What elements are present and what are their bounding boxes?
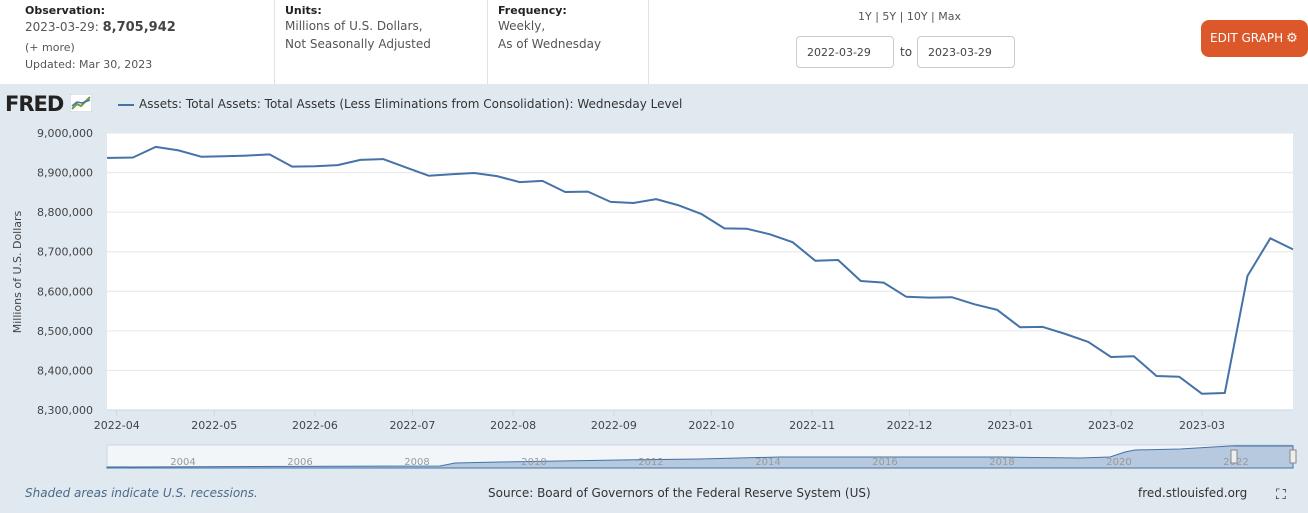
navigator-year-label: 2004 <box>170 457 195 468</box>
units-panel: Units: Millions of U.S. Dollars, Not Sea… <box>274 0 488 84</box>
range-5y[interactable]: 5Y <box>882 10 897 23</box>
x-tick-label: 2023-02 <box>1088 419 1134 432</box>
navigator-handle-right[interactable] <box>1289 449 1297 464</box>
x-tick-label: 2022-08 <box>490 419 536 432</box>
units-line2: Not Seasonally Adjusted <box>285 37 431 51</box>
navigator-year-label: 2018 <box>989 457 1014 468</box>
more-link[interactable]: (+ more) <box>25 41 75 54</box>
fullscreen-icon[interactable]: ⛶ <box>1276 487 1286 503</box>
y-tick-label: 9,000,000 <box>37 127 93 140</box>
source-text: Source: Board of Governors of the Federa… <box>488 486 871 500</box>
x-tick-label: 2022-04 <box>94 419 140 432</box>
navigator-year-label: 2008 <box>404 457 429 468</box>
y-tick-label: 8,500,000 <box>37 325 93 338</box>
navigator-year-label: 2006 <box>287 457 312 468</box>
plot-area <box>107 133 1293 410</box>
units-line1: Millions of U.S. Dollars, <box>285 19 423 33</box>
x-tick-label: 2022-12 <box>887 419 933 432</box>
observation-value: 8,705,942 <box>102 20 176 35</box>
recession-note: Shaded areas indicate U.S. recessions. <box>25 486 258 500</box>
navigator-year-label: 2016 <box>872 457 897 468</box>
x-tick-label: 2022-10 <box>688 419 734 432</box>
edit-graph-label: EDIT GRAPH <box>1210 31 1284 45</box>
y-tick-label: 8,700,000 <box>37 246 93 259</box>
frequency-label: Frequency: <box>498 4 567 17</box>
frequency-line1: Weekly, <box>498 19 546 33</box>
edit-graph-button[interactable]: EDIT GRAPH ⚙ <box>1201 20 1308 57</box>
x-tick-label: 2023-01 <box>987 419 1033 432</box>
start-date-input[interactable] <box>796 36 894 68</box>
frequency-panel: Frequency: Weekly, As of Wednesday <box>487 0 649 84</box>
observation-panel: Observation: 2023-03-29: 8,705,942 (+ mo… <box>0 0 275 84</box>
range-10y[interactable]: 10Y <box>906 10 928 23</box>
y-axis-label: Millions of U.S. Dollars <box>11 210 24 333</box>
to-label: to <box>900 45 913 59</box>
x-tick-label: 2022-09 <box>591 419 637 432</box>
range-max[interactable]: Max <box>938 10 962 23</box>
updated-text: Updated: Mar 30, 2023 <box>25 58 153 71</box>
observation-date: 2023-03-29: <box>25 20 99 34</box>
x-tick-label: 2022-05 <box>191 419 237 432</box>
navigator[interactable]: 2004200620082010201220142016201820202022 <box>106 444 1297 469</box>
observation-line: 2023-03-29: 8,705,942 <box>25 20 176 35</box>
x-tick-label: 2022-11 <box>789 419 835 432</box>
navigator-year-label: 2012 <box>638 457 663 468</box>
navigator-year-label: 2020 <box>1106 457 1131 468</box>
observation-label: Observation: <box>25 4 106 17</box>
x-tick-label: 2023-03 <box>1179 419 1225 432</box>
fred-logo-text: FRED <box>5 92 64 116</box>
series-title[interactable]: Assets: Total Assets: Total Assets (Less… <box>139 97 683 111</box>
units-label: Units: <box>285 4 322 17</box>
navigator-year-label: 2014 <box>755 457 780 468</box>
y-tick-label: 8,600,000 <box>37 285 93 298</box>
navigator-series <box>106 445 1294 469</box>
fred-chart-icon <box>69 93 93 113</box>
range-1y[interactable]: 1Y <box>858 10 872 23</box>
legend-swatch <box>118 104 134 106</box>
navigator-handle-left[interactable] <box>1230 449 1238 464</box>
site-link[interactable]: fred.stlouisfed.org <box>1138 486 1248 500</box>
x-tick-label: 2022-07 <box>389 419 435 432</box>
frequency-line2: As of Wednesday <box>498 37 602 51</box>
series-line[interactable] <box>107 145 1294 395</box>
x-tick-label: 2022-06 <box>292 419 338 432</box>
fred-logo[interactable]: FRED <box>5 92 93 116</box>
navigator-year-label: 2010 <box>521 457 546 468</box>
gear-icon: ⚙ <box>1286 31 1298 46</box>
y-tick-label: 8,400,000 <box>37 364 93 377</box>
y-tick-label: 8,300,000 <box>37 404 93 417</box>
header: Observation: 2023-03-29: 8,705,942 (+ mo… <box>0 0 1308 84</box>
end-date-input[interactable] <box>917 36 1015 68</box>
range-selector: 1Y | 5Y | 10Y | Max <box>858 10 962 23</box>
y-tick-label: 8,900,000 <box>37 167 93 180</box>
y-tick-label: 8,800,000 <box>37 206 93 219</box>
chart: 9,000,000 8,900,000 8,800,000 8,700,000 8,60… <box>11 127 1297 469</box>
